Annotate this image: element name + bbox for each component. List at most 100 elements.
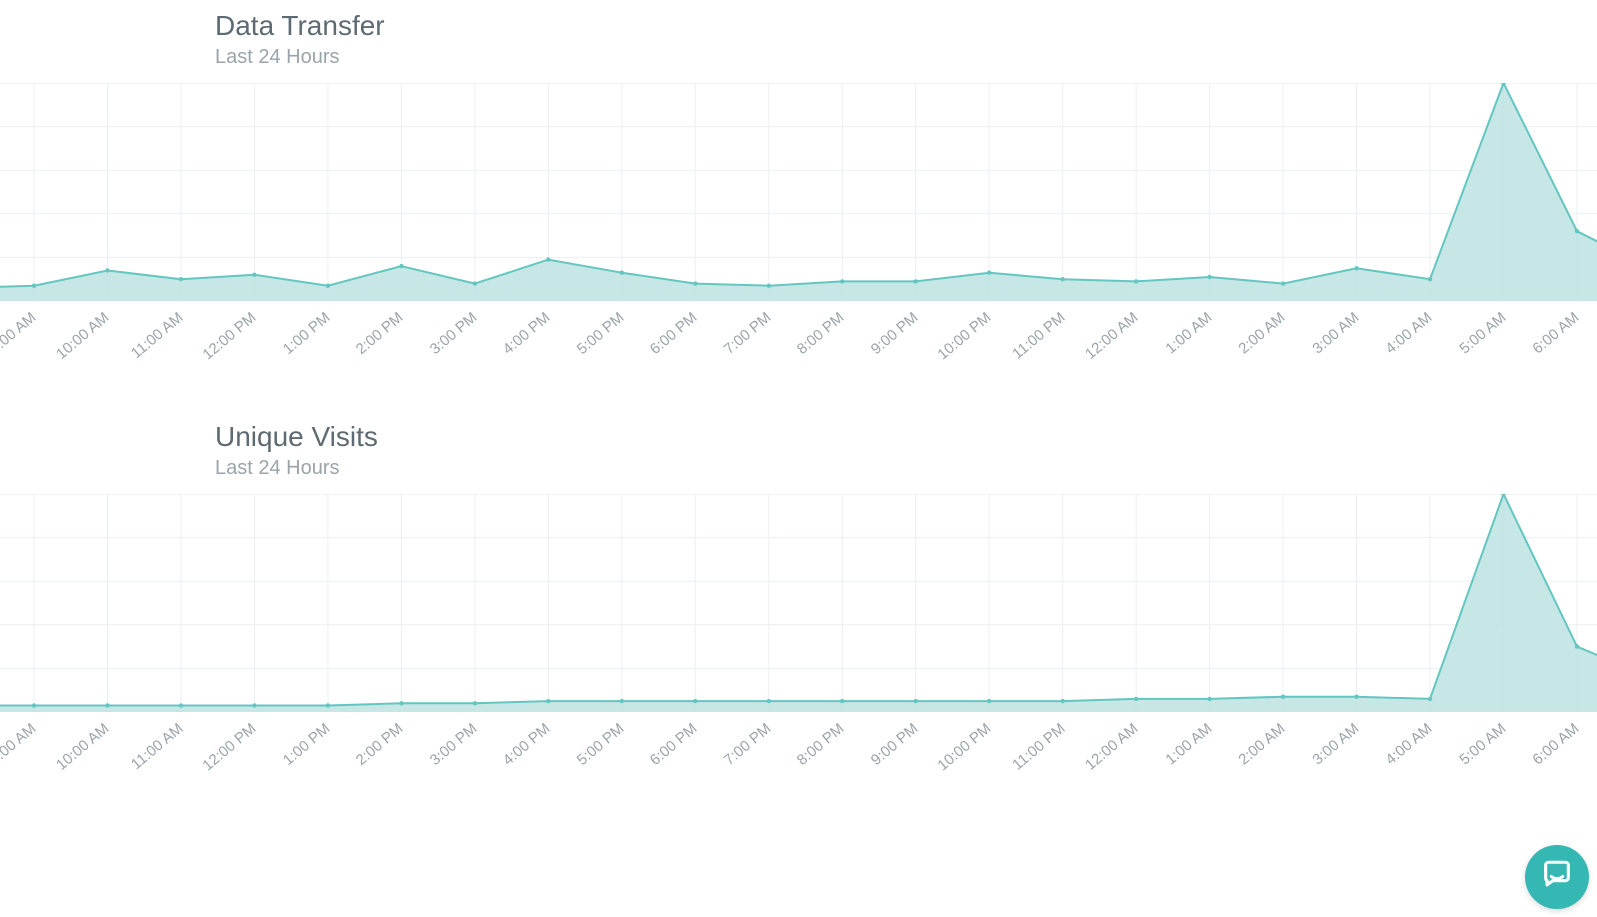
chart-marker: [620, 699, 624, 703]
chart-plot-area: [0, 494, 1597, 712]
x-tick-label: 2:00 PM: [353, 309, 407, 358]
x-tick-label: 5:00 AM: [1456, 309, 1509, 357]
x-tick-label: 4:00 AM: [1382, 309, 1435, 357]
x-tick-label: 7:00 PM: [720, 720, 774, 769]
chart-marker: [1061, 277, 1065, 281]
chart-marker: [767, 284, 771, 288]
chart-header: Data Transfer Last 24 Hours: [215, 0, 1597, 69]
chart-plot-area: [0, 83, 1597, 301]
chart-marker: [1207, 697, 1211, 701]
chart-title: Data Transfer: [215, 10, 1597, 42]
x-tick-label: 10:00 PM: [935, 309, 995, 363]
x-tick-label: 9:00 AM: [0, 309, 39, 357]
x-tick-label: 6:00 AM: [1529, 720, 1582, 768]
x-tick-label: 2:00 PM: [353, 720, 407, 769]
area-chart: [0, 494, 1597, 712]
chart-x-axis: 9:00 AM10:00 AM11:00 AM12:00 PM1:00 PM2:…: [0, 712, 1597, 762]
chart-marker: [32, 703, 36, 707]
x-tick-label: 12:00 PM: [200, 720, 260, 774]
chart-panel-unique-visits: Unique Visits Last 24 Hours 9:00 AM10:00 A…: [0, 411, 1597, 762]
x-tick-label: 2:00 AM: [1235, 720, 1288, 768]
x-tick-label: 6:00 PM: [647, 309, 701, 358]
x-tick-label: 12:00 AM: [1082, 720, 1141, 774]
chart-x-axis: 9:00 AM10:00 AM11:00 AM12:00 PM1:00 PM2:…: [0, 301, 1597, 351]
chart-marker: [1354, 266, 1358, 270]
x-tick-label: 11:00 PM: [1009, 309, 1068, 363]
x-tick-label: 12:00 AM: [1082, 309, 1141, 363]
x-tick-label: 10:00 AM: [53, 720, 112, 774]
chart-marker: [473, 701, 477, 705]
chart-marker: [252, 273, 256, 277]
chart-marker: [987, 271, 991, 275]
chart-marker: [1575, 229, 1579, 233]
chart-marker: [1061, 699, 1065, 703]
x-tick-label: 10:00 PM: [935, 720, 995, 774]
chart-marker: [1281, 695, 1285, 699]
x-tick-label: 1:00 PM: [280, 309, 334, 358]
x-tick-label: 8:00 PM: [794, 720, 848, 769]
x-tick-label: 4:00 PM: [500, 309, 554, 358]
chat-widget[interactable]: [1525, 845, 1589, 909]
x-tick-label: 7:00 PM: [720, 309, 774, 358]
chart-marker: [693, 281, 697, 285]
chart-marker: [1281, 281, 1285, 285]
x-tick-label: 3:00 AM: [1309, 720, 1362, 768]
x-tick-label: 8:00 PM: [794, 309, 848, 358]
chart-marker: [767, 699, 771, 703]
x-tick-label: 2:00 AM: [1235, 309, 1288, 357]
chart-marker: [840, 279, 844, 283]
chart-subtitle: Last 24 Hours: [215, 457, 1597, 480]
chart-marker: [693, 699, 697, 703]
x-tick-label: 1:00 PM: [280, 720, 334, 769]
x-tick-label: 1:00 AM: [1162, 720, 1215, 768]
chart-marker: [399, 701, 403, 705]
chart-marker: [914, 279, 918, 283]
chart-marker: [105, 703, 109, 707]
x-tick-label: 5:00 PM: [574, 720, 628, 769]
x-tick-label: 3:00 PM: [427, 720, 481, 769]
chart-marker: [1207, 275, 1211, 279]
chart-marker: [620, 271, 624, 275]
x-tick-label: 3:00 PM: [427, 309, 481, 358]
chart-marker: [179, 703, 183, 707]
chat-icon: [1540, 858, 1574, 897]
x-tick-label: 5:00 PM: [574, 309, 628, 358]
chart-marker: [1354, 695, 1358, 699]
x-tick-label: 5:00 AM: [1456, 720, 1509, 768]
chart-marker: [473, 281, 477, 285]
x-tick-label: 6:00 PM: [647, 720, 701, 769]
chart-panel-data-transfer: Data Transfer Last 24 Hours 9:00 AM10:00 A…: [0, 0, 1597, 351]
x-tick-label: 3:00 AM: [1309, 309, 1362, 357]
x-tick-label: 4:00 AM: [1382, 720, 1435, 768]
x-tick-label: 4:00 PM: [500, 720, 554, 769]
chart-marker: [1428, 277, 1432, 281]
chart-marker: [399, 264, 403, 268]
x-tick-label: 11:00 AM: [128, 720, 187, 773]
chart-marker: [1575, 644, 1579, 648]
x-tick-label: 12:00 PM: [200, 309, 260, 363]
area-chart: [0, 83, 1597, 301]
chart-marker: [987, 699, 991, 703]
x-tick-label: 9:00 PM: [867, 720, 921, 769]
chart-marker: [914, 699, 918, 703]
x-tick-label: 1:00 AM: [1162, 309, 1215, 357]
chart-marker: [546, 257, 550, 261]
chart-marker: [179, 277, 183, 281]
chart-marker: [840, 699, 844, 703]
chart-marker: [32, 284, 36, 288]
x-tick-label: 11:00 PM: [1009, 720, 1068, 774]
chart-header: Unique Visits Last 24 Hours: [215, 411, 1597, 480]
chart-title: Unique Visits: [215, 421, 1597, 453]
chart-marker: [1134, 279, 1138, 283]
x-tick-label: 10:00 AM: [53, 309, 112, 363]
x-tick-label: 9:00 PM: [867, 309, 921, 358]
chart-marker: [326, 284, 330, 288]
chart-marker: [546, 699, 550, 703]
chart-marker: [326, 703, 330, 707]
chart-marker: [1428, 697, 1432, 701]
chart-marker: [252, 703, 256, 707]
chart-subtitle: Last 24 Hours: [215, 46, 1597, 69]
x-tick-label: 11:00 AM: [128, 309, 187, 362]
x-tick-label: 6:00 AM: [1529, 309, 1582, 357]
chart-marker: [1134, 697, 1138, 701]
